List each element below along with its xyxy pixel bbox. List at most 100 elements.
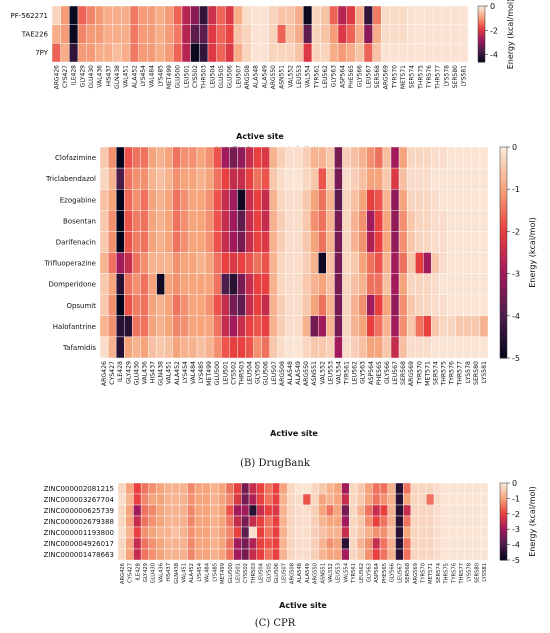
heat-cell [326, 315, 335, 338]
heat-cell [441, 5, 451, 25]
colorbar-step [478, 28, 485, 31]
heat-cell [423, 252, 432, 274]
heat-cell [456, 482, 466, 495]
heat-cell [349, 493, 358, 506]
heat-cell [212, 146, 222, 169]
colorbar-step [500, 336, 507, 343]
heat-cell [447, 315, 456, 338]
heat-cell [433, 24, 443, 44]
heat-cell [95, 43, 105, 63]
colorbar-step [500, 486, 507, 490]
heat-cell [479, 336, 489, 359]
col-label: LEU553 [327, 361, 334, 385]
heat-cell [472, 504, 481, 517]
heat-cell [277, 188, 287, 211]
heat-cell [295, 537, 304, 550]
heat-cell [140, 188, 149, 211]
heat-cell [326, 336, 335, 359]
col-label: MET571 [428, 563, 434, 584]
col-label: GLY563 [360, 361, 367, 384]
heat-cell [285, 336, 295, 359]
heat-cell [229, 336, 238, 359]
col-label: LEU507 [235, 65, 242, 88]
heat-cell [301, 252, 311, 274]
heat-cell [431, 294, 440, 317]
col-label: GLY505 [266, 563, 272, 582]
heat-cell [309, 146, 319, 169]
heat-cell [269, 252, 279, 274]
heat-cell [415, 336, 424, 359]
colorbar-step [478, 18, 485, 21]
heat-cell [398, 24, 408, 44]
heat-cell [374, 273, 384, 295]
heat-cell [277, 210, 287, 232]
heat-cell [424, 43, 434, 63]
heat-cell [309, 252, 319, 274]
heat-cell [245, 273, 254, 295]
heat-cell [117, 504, 126, 517]
colorbar-step [500, 558, 507, 561]
col-label: VAL451 [166, 361, 173, 384]
col-label: SER568 [400, 361, 407, 385]
heat-cell [293, 252, 303, 274]
heat-cell [202, 548, 211, 561]
heat-cell [455, 231, 464, 253]
heat-cell [121, 24, 131, 44]
heat-cell [251, 24, 261, 44]
heat-cell [277, 252, 287, 274]
heat-cell [459, 24, 469, 44]
heat-cell [418, 548, 427, 561]
heat-cell [456, 526, 466, 539]
heat-cell [194, 504, 203, 517]
heat-cell [341, 482, 350, 495]
heat-cell [309, 231, 319, 253]
col-label: LYS581 [481, 361, 488, 383]
heat-cell [301, 167, 311, 190]
col-label: LEU567 [365, 65, 372, 88]
heat-cell [155, 5, 165, 25]
heat-cell [325, 493, 335, 506]
heat-cell [450, 24, 460, 44]
heat-cell [356, 504, 365, 517]
heat-cell [133, 493, 142, 506]
heat-cell [264, 504, 273, 517]
heat-cell [253, 252, 262, 274]
heat-cell [449, 537, 458, 550]
heat-cell [204, 294, 214, 317]
col-label: LEU553 [336, 563, 342, 583]
heat-cell [156, 526, 165, 539]
heat-cell [398, 336, 408, 359]
colorbar-step [500, 294, 507, 301]
heat-cell [164, 294, 173, 317]
heat-cell [356, 526, 365, 539]
heat-cell [480, 548, 489, 561]
heat-cell [366, 146, 376, 169]
heat-cell [326, 167, 335, 190]
heat-cell [140, 482, 150, 495]
heat-cell [387, 493, 396, 506]
heat-cell [218, 504, 227, 517]
heat-cell [326, 146, 335, 169]
heat-cell [221, 231, 230, 253]
heat-cell [132, 315, 141, 338]
heat-cell [210, 515, 219, 528]
heat-cell [302, 537, 311, 550]
x-axis-label: Active site [270, 429, 318, 438]
heat-cell [301, 210, 311, 232]
heat-cell [387, 537, 396, 550]
heat-cell [204, 146, 214, 169]
heat-cell [233, 537, 242, 550]
colorbar-step [500, 494, 507, 497]
heat-cell [382, 167, 392, 190]
heat-cell [423, 231, 432, 253]
heat-cell [395, 515, 404, 528]
col-label: ARG508 [279, 361, 286, 386]
heat-cell [125, 548, 134, 561]
heat-cell [179, 504, 188, 517]
heat-cell [406, 252, 416, 274]
colorbar-step [500, 548, 507, 551]
col-label: LEU507 [282, 563, 288, 583]
heat-cell [431, 315, 440, 338]
heat-cell [426, 526, 435, 539]
